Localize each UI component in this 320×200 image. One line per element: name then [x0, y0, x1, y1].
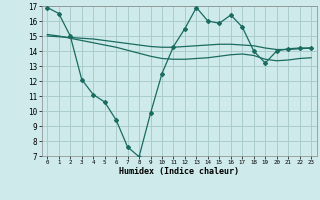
- X-axis label: Humidex (Indice chaleur): Humidex (Indice chaleur): [119, 167, 239, 176]
